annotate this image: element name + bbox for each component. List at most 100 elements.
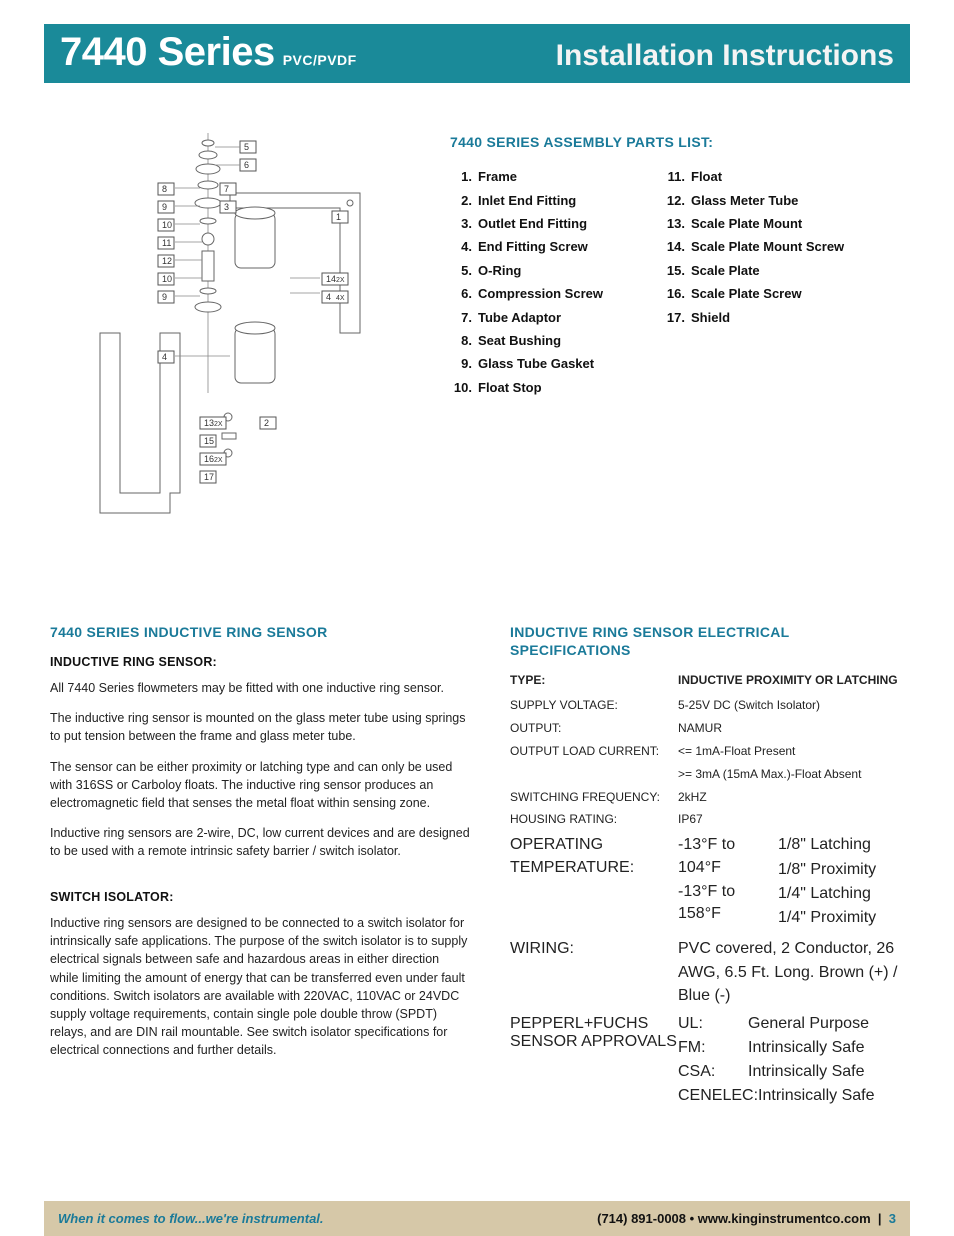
specs-table: SUPPLY VOLTAGE:5-25V DC (Switch Isolator…	[510, 697, 904, 828]
parts-item: 16.Scale Plate Screw	[663, 282, 844, 305]
parts-item: 10.Float Stop	[450, 376, 603, 399]
parts-item: 2.Inlet End Fitting	[450, 189, 603, 212]
op-temp-vals: -13°F to 104°F-13°F to 158°F 1/8" Latchi…	[678, 834, 904, 932]
svg-text:2: 2	[264, 418, 269, 428]
approvals-l1: PEPPERL+FUCHS	[510, 1015, 678, 1033]
parts-item: 6.Compression Screw	[450, 282, 603, 305]
spec-row: SWITCHING FREQUENCY:2kHZ	[510, 789, 904, 806]
specs-head-left: TYPE:	[510, 673, 678, 687]
op-temp-col2: 1/8" Latching1/8" Proximity1/4" Latching…	[778, 834, 876, 932]
parts-item: 3.Outlet End Fitting	[450, 212, 603, 235]
svg-text:11: 11	[162, 238, 171, 248]
parts-item: 15.Scale Plate	[663, 259, 844, 282]
wiring-label: WIRING:	[510, 938, 678, 1009]
parts-item: 14.Scale Plate Mount Screw	[663, 235, 844, 258]
footer-tagline: When it comes to flow...we're instrument…	[58, 1211, 324, 1226]
specs-column: INDUCTIVE RING SENSOR ELECTRICAL SPECIFI…	[510, 623, 904, 1111]
parts-item: 17.Shield	[663, 306, 844, 329]
op-temp-col1: -13°F to 104°F-13°F to 158°F	[678, 834, 778, 932]
spec-row: >= 3mA (15mA Max.)-Float Absent	[510, 766, 904, 783]
svg-text:12: 12	[162, 256, 172, 266]
svg-text:6: 6	[244, 160, 249, 170]
footer: When it comes to flow...we're instrument…	[44, 1201, 910, 1236]
svg-text:5: 5	[244, 142, 249, 152]
approvals-label: PEPPERL+FUCHS SENSOR APPROVALS	[510, 1015, 678, 1111]
diagram-column: 891011121094132X15162X1756731142X44X2	[50, 133, 420, 533]
svg-text:4: 4	[326, 292, 331, 302]
specs-header-row: TYPE: INDUCTIVE PROXIMITY OR LATCHING	[510, 673, 904, 687]
sensor-p3: The sensor can be either proximity or la…	[50, 758, 470, 812]
spec-row: OUTPUT:NAMUR	[510, 720, 904, 737]
op-temp-row: OPERATING TEMPERATURE: -13°F to 104°F-13…	[510, 834, 904, 932]
approval-row: FM:Intrinsically Safe	[678, 1039, 904, 1057]
svg-text:8: 8	[162, 184, 167, 194]
specs-heading: INDUCTIVE RING SENSOR ELECTRICAL SPECIFI…	[510, 623, 904, 659]
parts-item: 11.Float	[663, 165, 844, 188]
parts-item: 13.Scale Plate Mount	[663, 212, 844, 235]
wiring-val: PVC covered, 2 Conductor, 26AWG, 6.5 Ft.…	[678, 938, 904, 1009]
svg-text:3: 3	[224, 202, 229, 212]
parts-lists: 1.Frame2.Inlet End Fitting3.Outlet End F…	[450, 165, 904, 399]
svg-text:14: 14	[326, 274, 336, 284]
sensor-p4: Inductive ring sensors are 2-wire, DC, l…	[50, 824, 470, 860]
approval-row: CSA:Intrinsically Safe	[678, 1063, 904, 1081]
svg-text:10: 10	[162, 220, 172, 230]
spec-row: HOUSING RATING:IP67	[510, 811, 904, 828]
parts-column: 7440 SERIES ASSEMBLY PARTS LIST: 1.Frame…	[450, 133, 904, 533]
svg-text:9: 9	[162, 292, 167, 302]
svg-text:7: 7	[224, 184, 229, 194]
assembly-heading: 7440 SERIES ASSEMBLY PARTS LIST:	[450, 133, 904, 151]
approvals-row: PEPPERL+FUCHS SENSOR APPROVALS UL:Genera…	[510, 1015, 904, 1111]
svg-text:2X: 2X	[336, 277, 345, 284]
parts-item: 5.O-Ring	[450, 259, 603, 282]
page: 7440 Series PVC/PVDF Installation Instru…	[0, 0, 954, 1236]
sensor-sub2: SWITCH ISOLATOR:	[50, 890, 470, 904]
svg-text:4X: 4X	[336, 295, 345, 302]
page-number: 3	[889, 1211, 896, 1226]
svg-text:1: 1	[336, 212, 341, 222]
footer-site: www.kinginstrumentco.com	[698, 1211, 871, 1226]
material-label: PVC/PVDF	[283, 52, 357, 68]
title-bar: 7440 Series PVC/PVDF Installation Instru…	[44, 24, 910, 83]
parts-item: 12.Glass Meter Tube	[663, 189, 844, 212]
svg-text:17: 17	[204, 472, 214, 482]
parts-item: 7.Tube Adaptor	[450, 306, 603, 329]
approvals-vals: UL:General Purpose FM:Intrinsically Safe C…	[678, 1015, 904, 1111]
spec-row: OUTPUT LOAD CURRENT:<= 1mA-Float Present	[510, 743, 904, 760]
wiring-row: WIRING: PVC covered, 2 Conductor, 26AWG,…	[510, 938, 904, 1009]
approvals-l2: SENSOR APPROVALS	[510, 1033, 678, 1051]
doc-type: Installation Instructions	[556, 39, 894, 73]
top-row: 891011121094132X15162X1756731142X44X2 74…	[50, 133, 904, 533]
title-left: 7440 Series PVC/PVDF	[60, 30, 357, 75]
sensor-heading: 7440 SERIES INDUCTIVE RING SENSOR	[50, 623, 470, 641]
footer-phone: (714) 891-0008	[597, 1211, 686, 1226]
approval-row: UL:General Purpose	[678, 1015, 904, 1033]
parts-list-right: 11.Float12.Glass Meter Tube13.Scale Plat…	[663, 165, 844, 399]
svg-text:16: 16	[204, 454, 214, 464]
mid-row: 7440 SERIES INDUCTIVE RING SENSOR INDUCT…	[50, 623, 904, 1111]
approval-row: CENELEC:Intrinsically Safe	[678, 1087, 904, 1105]
body: 891011121094132X15162X1756731142X44X2 74…	[44, 83, 910, 1141]
series-title: 7440 Series	[60, 30, 275, 75]
assembly-diagram: 891011121094132X15162X1756731142X44X2	[80, 133, 390, 533]
svg-text:2X: 2X	[214, 421, 223, 428]
parts-list-left: 1.Frame2.Inlet End Fitting3.Outlet End F…	[450, 165, 603, 399]
sensor-sub1: INDUCTIVE RING SENSOR:	[50, 655, 470, 669]
op-temp-label: OPERATING TEMPERATURE:	[510, 834, 678, 932]
spec-row: SUPPLY VOLTAGE:5-25V DC (Switch Isolator…	[510, 697, 904, 714]
specs-head-right: INDUCTIVE PROXIMITY OR LATCHING	[678, 673, 898, 687]
svg-text:10: 10	[162, 274, 172, 284]
sensor-p1: All 7440 Series flowmeters may be fitted…	[50, 679, 470, 697]
parts-item: 9.Glass Tube Gasket	[450, 352, 603, 375]
parts-item: 4.End Fitting Screw	[450, 235, 603, 258]
parts-item: 1.Frame	[450, 165, 603, 188]
svg-text:2X: 2X	[214, 457, 223, 464]
footer-contact: (714) 891-0008 • www.kinginstrumentco.co…	[597, 1211, 896, 1226]
svg-text:13: 13	[204, 418, 214, 428]
sensor-column: 7440 SERIES INDUCTIVE RING SENSOR INDUCT…	[50, 623, 470, 1111]
svg-text:15: 15	[204, 436, 214, 446]
sensor-p2: The inductive ring sensor is mounted on …	[50, 709, 470, 745]
sensor-p5: Inductive ring sensors are designed to b…	[50, 914, 470, 1059]
svg-text:4: 4	[162, 352, 167, 362]
parts-item: 8.Seat Bushing	[450, 329, 603, 352]
